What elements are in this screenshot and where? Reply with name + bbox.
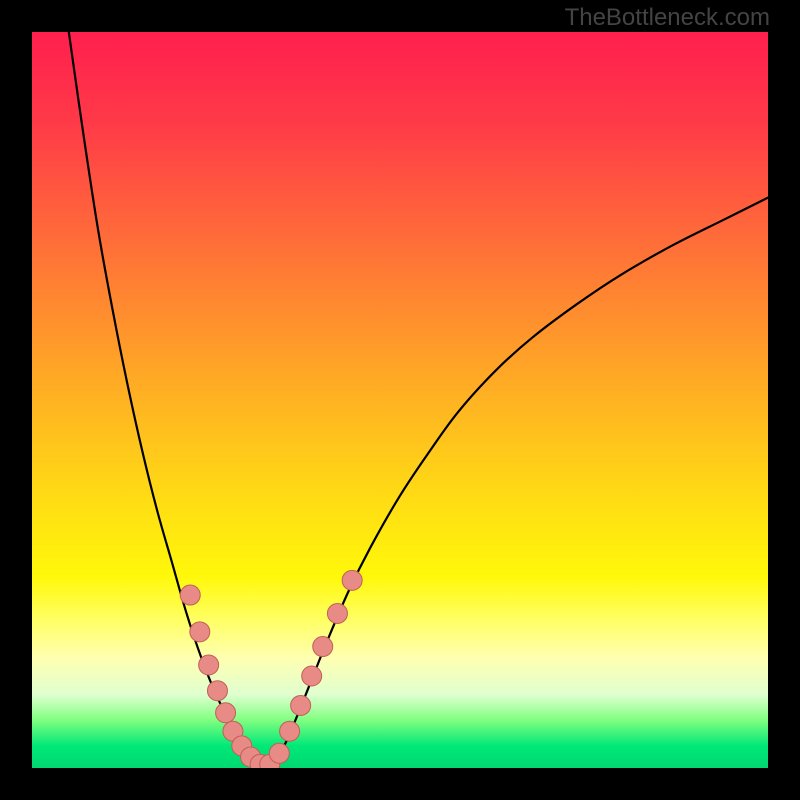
gradient-background: [32, 32, 768, 768]
plot-area: [32, 32, 768, 768]
watermark-text: TheBottleneck.com: [565, 4, 770, 32]
outer-frame: TheBottleneck.com: [0, 0, 800, 800]
